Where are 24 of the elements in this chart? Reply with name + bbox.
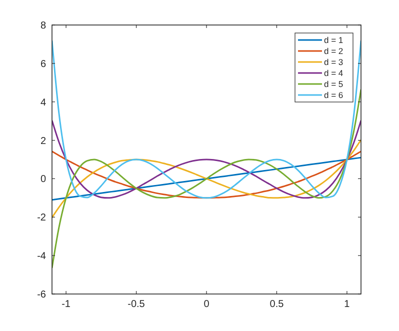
legend-label: d = 1	[324, 35, 344, 45]
y-tick-label: 6	[40, 58, 46, 70]
x-tick-label: 0.5	[270, 299, 284, 310]
x-tick-label: 1	[344, 299, 350, 310]
y-tick-label: 4	[40, 97, 46, 108]
legend-label: d = 4	[324, 68, 344, 78]
line-series	[52, 150, 361, 199]
line-series	[52, 120, 361, 199]
line-series	[52, 139, 361, 218]
legend-label: d = 2	[324, 46, 344, 56]
legend-label: d = 3	[324, 57, 344, 67]
line-series	[52, 156, 361, 201]
legend-label: d = 6	[324, 90, 344, 100]
y-tick-label: -6	[37, 290, 46, 300]
y-tick-label: 0	[40, 174, 46, 186]
x-tick-label: -0.5	[128, 299, 146, 310]
y-tick-label: -4	[37, 251, 46, 262]
y-tick-label: 8	[40, 20, 46, 32]
x-tick-label: 0	[204, 299, 210, 310]
y-tick-label: -2	[37, 212, 46, 224]
y-tick-label: 2	[40, 136, 46, 147]
x-tick-label: -1	[62, 299, 71, 310]
line-series	[52, 88, 361, 269]
legend-label: d = 5	[324, 79, 344, 89]
